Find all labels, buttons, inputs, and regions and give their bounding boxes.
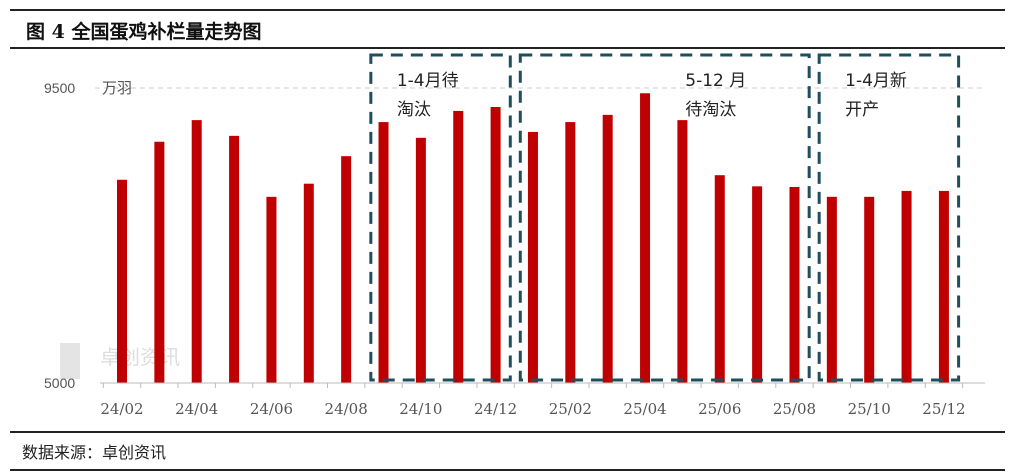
x-tick-label: 25/08 [773,400,816,418]
x-tick-label: 24/02 [100,400,143,418]
annotation-text: 待淘汰 [685,100,736,120]
x-tick-label: 24/10 [399,400,442,418]
annotation-text: 开产 [845,100,879,120]
y-unit-label: 万羽 [102,79,132,97]
bar-25/02 [565,122,576,383]
x-tick-label: 25/10 [848,400,891,418]
bar-24/05 [229,135,240,383]
annotation-box-3 [817,53,961,382]
annotation-text: 1-4月待 [397,71,459,91]
bar-25/11 [901,190,912,383]
x-tick-label: 25/04 [623,400,666,418]
y-tick-label: 5000 [44,375,75,391]
bar-25/03 [602,114,613,383]
x-tick-label: 25/02 [549,400,592,418]
bar-24/02 [117,179,127,383]
x-tick-label: 24/04 [175,400,218,418]
bar-24/07 [303,183,314,383]
bar-24/04 [191,120,202,383]
bar-24/10 [415,137,426,383]
bar-25/06 [714,175,725,383]
annotation-text: 淘汰 [397,100,431,120]
annotation-box-1 [369,53,512,382]
bar-25/01 [527,131,538,383]
y-tick-label: 9500 [44,80,75,96]
source-note: 数据来源：卓创资讯 [22,443,166,462]
bar-25/05 [677,120,688,383]
x-tick-label: 24/12 [474,400,517,418]
x-tick-label: 24/08 [325,400,368,418]
bar-25/10 [864,196,875,383]
annotation-box-2 [518,53,811,382]
x-tick-label: 24/06 [250,400,293,418]
watermark-logo [60,343,80,379]
bar-24/12 [490,107,501,383]
bar-25/12 [938,190,949,383]
bar-25/07 [752,186,763,383]
bar-24/06 [266,196,277,383]
annotation-text: 1-4月新 [845,71,907,91]
bar-24/09 [378,122,389,383]
bar-25/08 [789,186,800,383]
x-tick-label: 25/06 [698,400,741,418]
bar-25/09 [826,196,837,383]
watermark: 卓创资讯 [60,343,180,379]
bar-25/04 [640,93,651,383]
watermark-text: 卓创资讯 [100,345,180,369]
bar-24/11 [453,110,464,383]
annotation-text: 5-12 月 [685,71,746,91]
bar-24/03 [154,141,165,383]
chart-title: 图 4 全国蛋鸡补栏量走势图 [26,20,261,43]
bar-24/08 [341,156,352,383]
x-tick-label: 25/12 [922,400,965,418]
